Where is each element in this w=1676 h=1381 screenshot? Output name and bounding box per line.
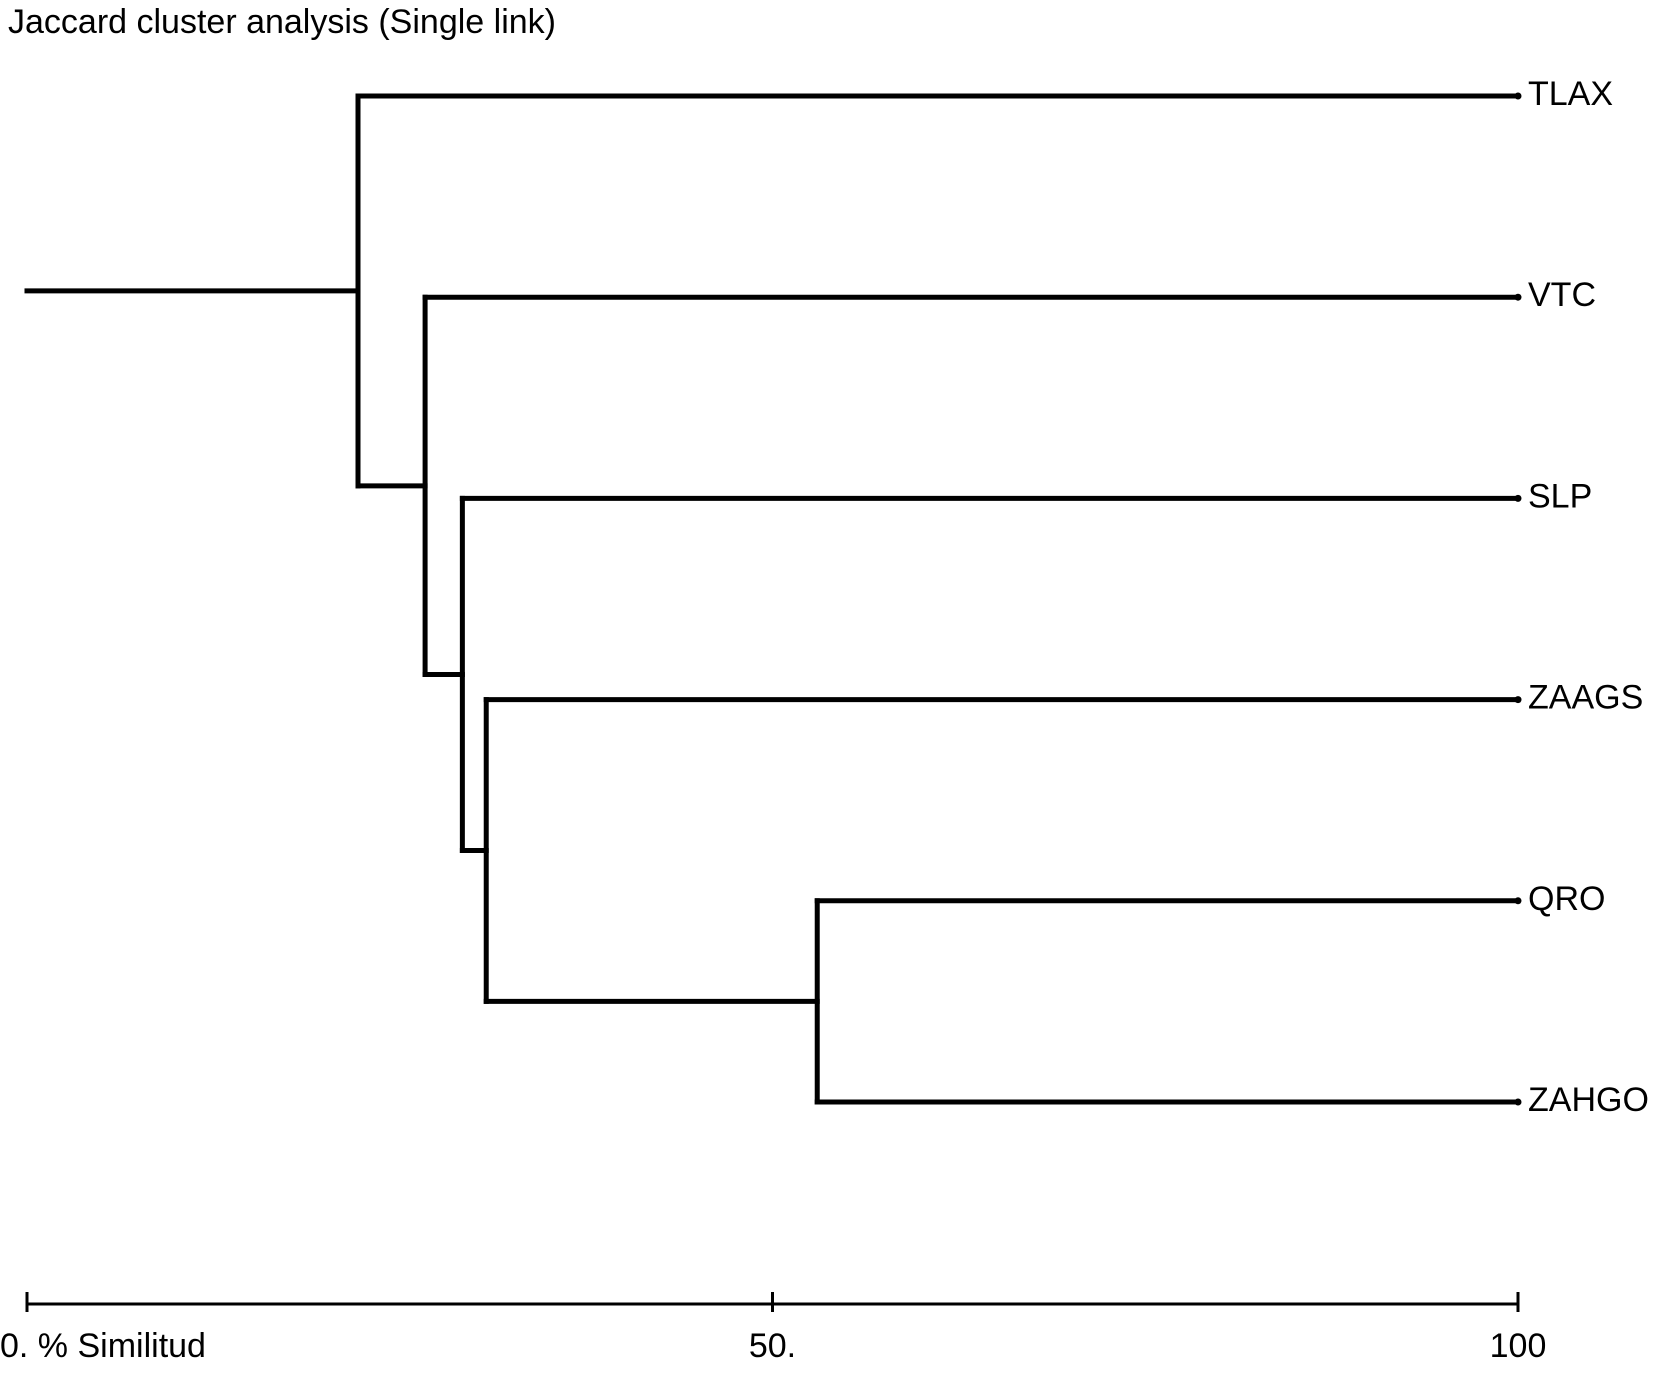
leaf-label: QRO <box>1528 880 1605 918</box>
x-tick-label: 0. % Similitud <box>0 1327 206 1365</box>
x-tick-label: 50. <box>749 1327 796 1365</box>
leaf-label: ZAAGS <box>1528 679 1643 717</box>
leaf-label: ZAHGO <box>1528 1081 1649 1119</box>
leaf-label: SLP <box>1528 477 1592 515</box>
chart-title: Jaccard cluster analysis (Single link) <box>8 3 556 41</box>
leaf-label: TLAX <box>1528 75 1613 113</box>
leaf-label: VTC <box>1528 276 1596 314</box>
x-tick-label: 100 <box>1490 1327 1547 1365</box>
